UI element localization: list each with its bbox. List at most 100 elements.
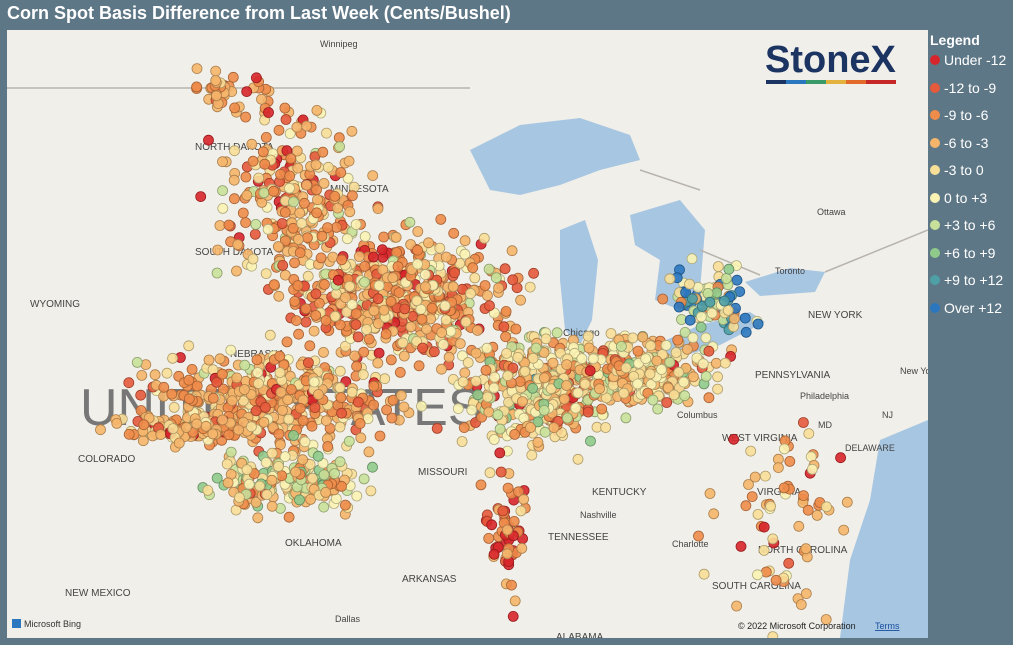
logo: StoneX	[765, 39, 897, 81]
station-dot	[320, 315, 332, 326]
station-dot	[274, 367, 286, 378]
legend-label: -12 to -9	[944, 79, 997, 96]
station-dot	[339, 499, 351, 511]
map-label: ARKANSAS	[402, 574, 457, 585]
station-dot	[806, 463, 818, 475]
legend-item: 0 to +3	[930, 190, 1006, 218]
station-dot	[652, 403, 664, 415]
station-dot	[723, 263, 735, 275]
station-dot	[359, 231, 371, 242]
station-dot	[547, 357, 559, 369]
station-dot	[367, 461, 378, 473]
station-dot	[273, 124, 285, 136]
station-dot	[712, 261, 724, 272]
border	[7, 87, 928, 276]
station-dot	[459, 235, 471, 247]
station-dot	[294, 402, 306, 414]
station-dot	[508, 516, 520, 527]
map-label: OKLAHOMA	[285, 538, 342, 549]
station-dot	[273, 290, 285, 302]
station-dot	[640, 353, 652, 365]
station-dot	[668, 389, 680, 401]
station-dot	[509, 428, 521, 440]
station-dot	[695, 321, 707, 333]
station-dot	[272, 241, 284, 252]
station-dot	[318, 469, 330, 481]
station-dot	[346, 125, 358, 137]
station-dot	[664, 273, 676, 285]
station-dot	[292, 280, 304, 292]
station-dot	[372, 203, 384, 215]
station-dot	[214, 220, 226, 231]
station-dot	[135, 389, 147, 401]
station-dot	[729, 313, 740, 325]
station-dot	[304, 340, 316, 352]
station-dot	[672, 334, 684, 346]
station-dot	[223, 429, 235, 441]
station-dot	[735, 541, 747, 552]
station-dot	[252, 512, 264, 524]
station-dot	[306, 420, 318, 432]
station-dot	[200, 420, 212, 432]
station-dot	[238, 384, 250, 395]
station-dot	[419, 269, 431, 280]
station-dot	[752, 509, 764, 520]
station-dot	[475, 479, 487, 491]
station-dot	[502, 482, 514, 494]
station-dot	[492, 409, 504, 421]
station-dot	[334, 365, 346, 377]
station-dot	[285, 384, 297, 395]
station-dot	[584, 365, 596, 377]
station-dot	[318, 501, 330, 513]
station-dot	[798, 417, 809, 428]
map-label: Ottawa	[817, 207, 846, 217]
map-label: Toronto	[775, 266, 805, 276]
station-dot	[561, 380, 572, 391]
station-dot	[334, 141, 346, 153]
station-dot	[618, 387, 630, 399]
station-dot	[355, 432, 367, 444]
station-dot	[501, 548, 513, 560]
station-dot	[315, 252, 327, 264]
station-dot	[329, 310, 341, 322]
map-label: MISSOURI	[418, 467, 467, 478]
station-dot	[301, 179, 313, 191]
station-dot	[227, 71, 239, 83]
station-dot	[380, 328, 392, 340]
station-dot	[651, 355, 663, 367]
station-dot	[440, 251, 452, 263]
legend-label: -9 to -6	[944, 107, 989, 123]
station-dot	[620, 362, 632, 374]
station-dot	[191, 81, 203, 93]
station-dot	[385, 354, 397, 366]
legend-label: -6 to -3	[944, 134, 989, 151]
station-dot	[240, 217, 252, 229]
station-dot	[317, 146, 329, 158]
station-dot	[195, 191, 207, 203]
station-dot	[344, 206, 356, 218]
station-dot	[722, 304, 734, 316]
station-dot	[305, 493, 317, 505]
station-dot	[688, 371, 699, 383]
station-dot	[222, 477, 234, 489]
terms-link[interactable]: Terms	[875, 621, 900, 631]
legend-label: Over +12	[944, 299, 1002, 316]
station-dot	[336, 407, 348, 419]
station-dot	[596, 403, 608, 415]
station-dot	[322, 441, 334, 452]
station-dot	[454, 338, 466, 350]
station-dot	[350, 308, 362, 320]
station-dot	[800, 588, 812, 599]
station-dot	[811, 510, 823, 521]
station-dot	[333, 132, 345, 144]
station-dot	[247, 253, 259, 265]
station-dot	[697, 358, 709, 370]
station-dot	[299, 436, 311, 448]
station-dot	[426, 302, 438, 314]
station-dot	[335, 392, 347, 404]
station-dot	[500, 331, 512, 343]
station-dot	[803, 428, 815, 440]
station-dot	[696, 311, 707, 323]
